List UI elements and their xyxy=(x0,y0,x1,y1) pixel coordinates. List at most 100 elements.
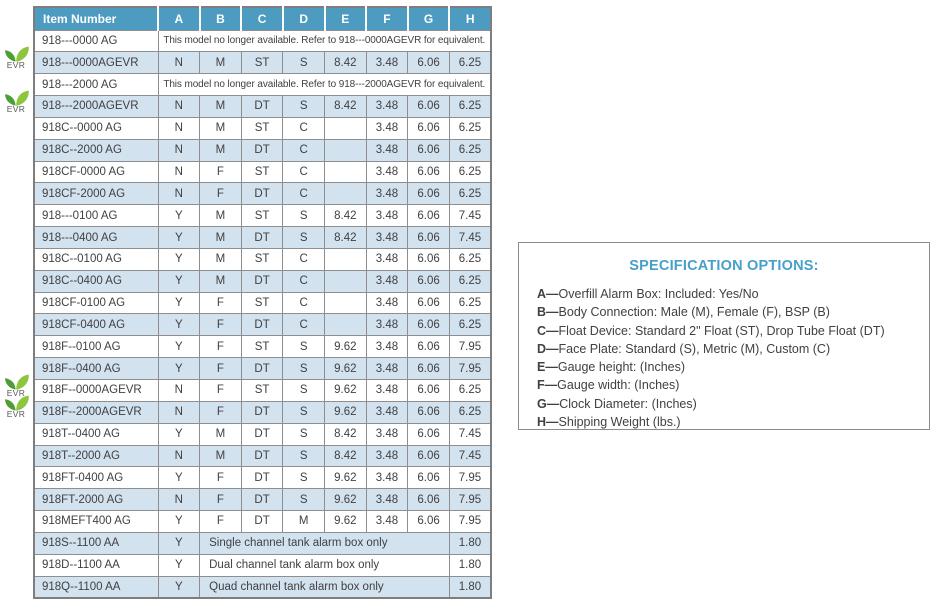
value-cell-a: N xyxy=(157,138,201,162)
value-cell-c: DT xyxy=(240,138,284,162)
table-row: 918F--0100 AG Y F ST S 9.62 3.48 6.06 7.95 xyxy=(33,335,492,359)
value-cell-c: ST xyxy=(240,247,284,271)
table-row: 918F--2000AGEVR N F DT S 9.62 3.48 6.06 6.25 xyxy=(33,400,492,424)
item-number-cell: 918S--1100 AA xyxy=(33,531,159,555)
item-number-cell: 918F--0000AGEVR xyxy=(33,379,159,402)
sprout-icon xyxy=(4,374,29,390)
value-cell-c: DT xyxy=(240,488,284,512)
item-spec-table: Item Number A B C D E F G H 918---0000 AG This mo… xyxy=(33,6,492,599)
spec-item-e: E—Gauge height: (Inches) xyxy=(537,358,929,376)
value-cell-a: Y xyxy=(157,531,201,555)
table-row: 918---0100 AG Y M ST S 8.42 3.48 6.06 7.45 xyxy=(33,204,492,228)
item-number-cell: 918---0400 AG xyxy=(33,226,159,249)
evr-badge-label: EVR xyxy=(6,59,26,70)
item-number-cell: 918C--0000 AG xyxy=(33,116,159,140)
spec-item-description: Gauge width: (Inches) xyxy=(557,378,680,393)
value-cell-a: N xyxy=(157,95,201,118)
table-row: 918---0400 AG Y M DT S 8.42 3.48 6.06 7.45 xyxy=(33,226,492,249)
value-cell-d: C xyxy=(282,247,325,271)
value-cell-g: 6.06 xyxy=(407,379,450,402)
value-cell-h: 6.25 xyxy=(448,95,492,118)
value-cell-f: 3.48 xyxy=(365,510,409,533)
table-row: 918FT-0400 AG Y F DT S 9.62 3.48 6.06 7.95 xyxy=(33,466,492,490)
evr-badge-label: EVR xyxy=(6,387,26,398)
spec-item-description: Overfill Alarm Box: Included: Yes/No xyxy=(558,287,759,301)
table-row: 918CF-2000 AG N F DT C 3.48 6.06 6.25 xyxy=(33,182,492,206)
value-cell-g: 6.06 xyxy=(407,335,450,359)
spec-item-key: C— xyxy=(537,323,559,338)
value-cell-d: C xyxy=(282,269,325,293)
value-cell-e: 9.62 xyxy=(324,400,367,424)
alarm-description-cell: Quad channel tank alarm box only xyxy=(199,575,450,599)
item-number-cell: 918---0000 AG xyxy=(33,29,159,53)
spec-item-d: D—Face Plate: Standard (S), Metric (M), … xyxy=(537,340,929,358)
value-cell-h: 6.25 xyxy=(448,313,492,337)
value-cell-h: 7.45 xyxy=(448,422,492,446)
spec-item-c: C—Float Device: Standard 2" Float (ST), … xyxy=(537,322,929,340)
value-cell-h: 6.25 xyxy=(448,247,492,271)
value-cell-a: Y xyxy=(157,269,201,293)
value-cell-b: M xyxy=(199,51,242,75)
value-cell-h: 6.25 xyxy=(448,269,492,293)
value-cell-a: Y xyxy=(157,313,201,337)
value-cell-b: F xyxy=(199,357,242,380)
table-row: 918D--1100 AA Y Dual channel tank alarm bo… xyxy=(33,553,492,577)
value-cell-h: 6.25 xyxy=(448,182,492,206)
value-cell-b: F xyxy=(199,466,242,490)
value-cell-c: ST xyxy=(240,204,284,228)
item-number-cell: 918Q--1100 AA xyxy=(33,575,159,599)
value-cell-c: ST xyxy=(240,291,284,315)
value-cell-b: M xyxy=(199,116,242,140)
value-cell-d: S xyxy=(282,335,325,359)
value-cell-g: 6.06 xyxy=(407,95,450,118)
value-cell-e: 9.62 xyxy=(324,335,367,359)
value-cell-d: S xyxy=(282,226,325,249)
spec-item-description: Gauge height: (Inches) xyxy=(557,360,686,375)
sprout-icon xyxy=(4,90,29,106)
value-cell-h: 7.45 xyxy=(448,226,492,249)
value-cell-g: 6.06 xyxy=(407,357,450,380)
value-cell-c: ST xyxy=(240,379,284,402)
item-number-cell: 918F--0100 AG xyxy=(33,335,159,359)
value-cell-d: S xyxy=(282,204,325,228)
value-cell-h: 1.80 xyxy=(448,575,492,599)
value-cell-a: N xyxy=(157,400,201,424)
value-cell-e xyxy=(324,269,367,293)
evr-badge: EVR xyxy=(2,395,30,419)
value-cell-g: 6.06 xyxy=(407,138,450,162)
value-cell-h: 6.25 xyxy=(448,116,492,140)
item-number-cell: 918T--2000 AG xyxy=(33,444,159,468)
value-cell-c: DT xyxy=(240,400,284,424)
value-cell-d: C xyxy=(282,160,325,184)
value-cell-b: F xyxy=(199,488,242,512)
value-cell-d: S xyxy=(282,444,325,468)
value-cell-a: N xyxy=(157,51,201,75)
value-cell-b: M xyxy=(199,247,242,271)
value-cell-e: 9.62 xyxy=(324,488,367,512)
value-cell-h: 7.95 xyxy=(448,335,492,359)
value-cell-h: 6.25 xyxy=(448,138,492,162)
value-cell-d: S xyxy=(282,422,325,446)
column-header-a: A xyxy=(157,7,200,31)
value-cell-d: S xyxy=(282,466,325,490)
table-row: 918S--1100 AA Y Single channel tank alarm … xyxy=(33,531,492,555)
value-cell-g: 6.06 xyxy=(407,116,450,140)
item-number-cell: 918C--2000 AG xyxy=(33,138,159,162)
item-number-cell: 918C--0100 AG xyxy=(33,247,159,271)
value-cell-f: 3.48 xyxy=(365,204,409,228)
table-row: 918F--0400 AG Y F DT S 9.62 3.48 6.06 7.95 xyxy=(33,357,492,380)
value-cell-c: ST xyxy=(240,116,284,140)
evr-badge: EVR xyxy=(2,46,30,70)
value-cell-a: N xyxy=(157,488,201,512)
value-cell-e: 8.42 xyxy=(324,226,367,249)
value-cell-g: 6.06 xyxy=(407,51,450,75)
value-cell-f: 3.48 xyxy=(365,160,409,184)
evr-badge: EVR xyxy=(2,374,30,398)
value-cell-f: 3.48 xyxy=(365,95,409,118)
item-number-cell: 918D--1100 AA xyxy=(33,553,159,577)
value-cell-c: DT xyxy=(240,313,284,337)
value-cell-f: 3.48 xyxy=(365,466,409,490)
value-cell-d: C xyxy=(282,313,325,337)
table-row: 918MEFT400 AG Y F DT M 9.62 3.48 6.06 7.95 xyxy=(33,510,492,533)
value-cell-d: C xyxy=(282,291,325,315)
